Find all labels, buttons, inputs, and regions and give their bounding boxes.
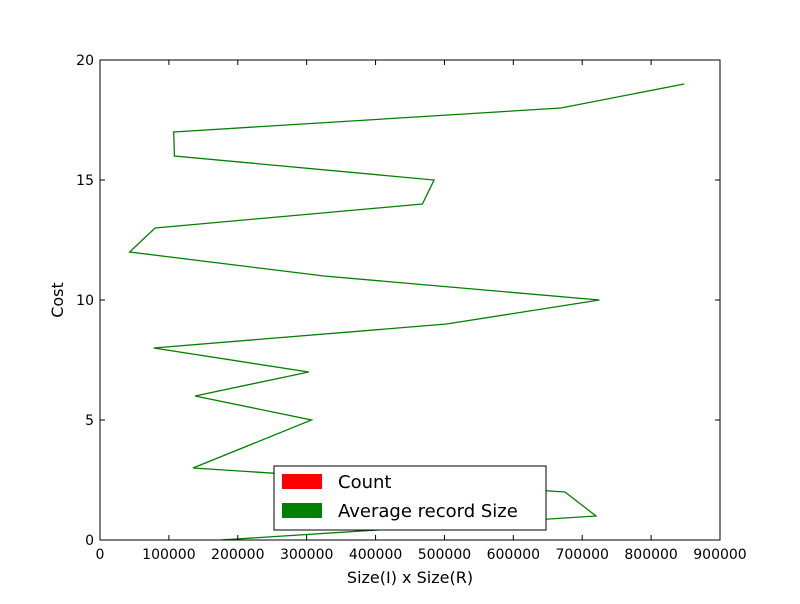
x-tick-label: 500000 xyxy=(418,547,471,563)
x-tick-label: 900000 xyxy=(693,547,746,563)
y-tick-label: 10 xyxy=(76,293,94,309)
x-tick-label: 600000 xyxy=(487,547,540,563)
y-tick-label: 5 xyxy=(85,413,94,429)
x-tick-label: 300000 xyxy=(280,547,333,563)
x-axis-label: Size(I) x Size(R) xyxy=(347,568,473,587)
x-tick-label: 200000 xyxy=(211,547,264,563)
y-tick-label: 20 xyxy=(76,53,94,69)
ticks-layer: 0 100000 200000 300000 400000 500000 600000 700… xyxy=(76,53,747,563)
legend-swatch xyxy=(282,474,322,489)
x-tick-label: 800000 xyxy=(624,547,677,563)
x-tick-label: 0 xyxy=(96,547,105,563)
y-tick-label: 15 xyxy=(76,173,94,189)
legend: Count Average record Size xyxy=(273,465,547,531)
legend-label: Count xyxy=(338,472,391,493)
legend-label: Average record Size xyxy=(338,501,518,522)
x-tick-label: 100000 xyxy=(142,547,195,563)
x-tick-label: 700000 xyxy=(555,547,608,563)
series-layer xyxy=(128,83,685,540)
series-line-0 xyxy=(128,83,685,540)
y-axis-label: Cost xyxy=(48,282,67,318)
x-tick-label: 400000 xyxy=(349,547,402,563)
y-tick-label: 0 xyxy=(85,533,94,549)
legend-swatch xyxy=(282,503,322,518)
